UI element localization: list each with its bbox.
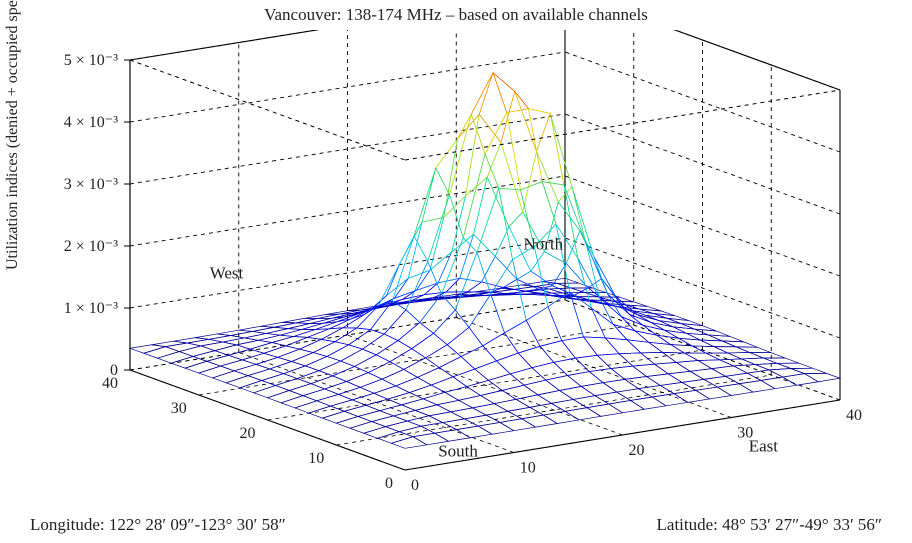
latitude-label: Latitude: 48° 53′ 27″-49° 33′ 56″ [657, 515, 882, 535]
x-tick-label: 10 [520, 460, 536, 477]
x-tick-label: 40 [846, 407, 862, 424]
y-tick-label: 40 [102, 375, 118, 392]
longitude-label: Longitude: 122° 28′ 09″-123° 30′ 58″ [30, 515, 286, 535]
surface-plot: 0 1 × 10⁻³ 2 × 10⁻³ 3 × 10⁻³ 4 × 10⁻³ 5 × 10⁻… [20, 30, 900, 510]
west-annotation: West [210, 264, 244, 283]
z-tick-label: 3 × 10⁻³ [64, 176, 118, 193]
y-tick-label: 10 [308, 450, 324, 467]
east-annotation: East [749, 437, 779, 456]
north-annotation: North [524, 234, 564, 253]
y-tick-label: 0 [385, 475, 393, 492]
y-tick-label: 30 [171, 400, 187, 417]
y-tick-label: 20 [240, 425, 256, 442]
chart-title: Vancouver: 138-174 MHz – based on availa… [0, 5, 912, 25]
z-tick-label: 4 × 10⁻³ [64, 114, 118, 131]
z-tick-label: 5 × 10⁻³ [64, 52, 118, 69]
x-tick-label: 20 [629, 442, 645, 459]
z-tick-label: 2 × 10⁻³ [64, 238, 118, 255]
x-tick-label: 0 [411, 477, 419, 494]
south-annotation: South [438, 442, 478, 461]
z-tick-label: 1 × 10⁻³ [64, 300, 118, 317]
